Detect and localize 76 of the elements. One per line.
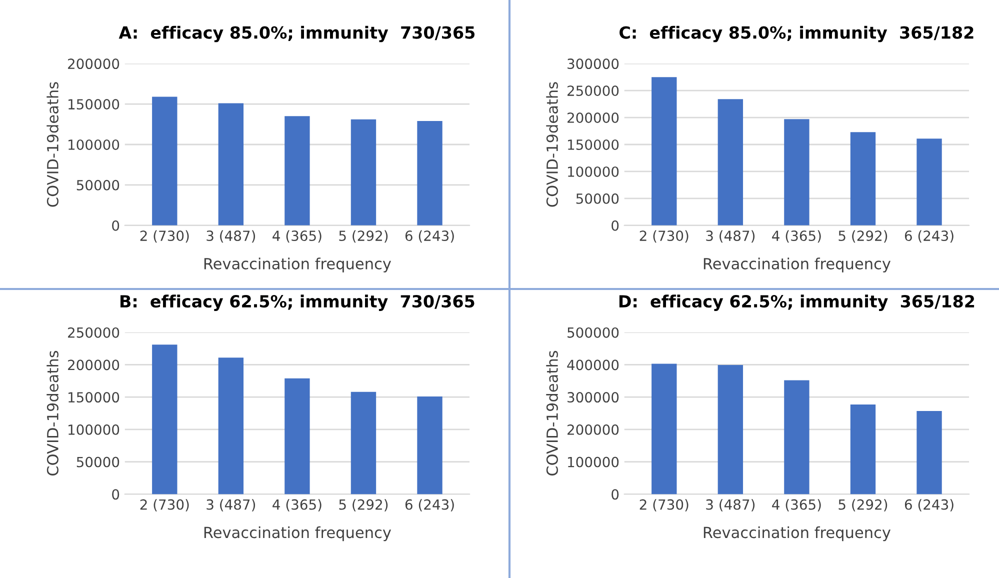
y-tick-label: 300000 — [568, 392, 619, 403]
bar — [850, 404, 876, 494]
bar — [218, 358, 244, 494]
y-tick-label: 50000 — [76, 180, 120, 190]
x-tick-label: 4 (365) — [772, 230, 821, 243]
y-tick-label: 300000 — [568, 58, 619, 70]
x-tick-label: 4 (365) — [272, 499, 322, 512]
bar — [218, 103, 244, 226]
y-tick-label: 100000 — [68, 424, 120, 435]
bar — [718, 365, 744, 494]
y-tick-label: 0 — [112, 220, 120, 231]
x-tick-label: 6 (243) — [904, 499, 954, 512]
y-tick-label: 50000 — [576, 193, 619, 204]
x-tick-label: 5 (292) — [838, 499, 888, 512]
bar — [718, 99, 744, 226]
x-axis-title: Revaccination frequency — [204, 258, 392, 272]
y-tick-label: 200000 — [68, 58, 120, 70]
y-tick-label: 50000 — [76, 456, 120, 468]
x-tick-label: 2 (730) — [640, 499, 688, 512]
y-tick-label: 100000 — [568, 166, 619, 177]
x-tick-label: 3 (487) — [706, 499, 755, 512]
bar — [152, 344, 178, 494]
x-tick-label: 5 (292) — [838, 230, 888, 243]
bar — [784, 380, 810, 494]
x-tick-label: 3 (487) — [206, 499, 256, 512]
x-axis-title: Revaccination frequency — [204, 526, 392, 542]
x-tick-label: 3 (487) — [706, 230, 755, 243]
y-tick-label: 400000 — [567, 360, 619, 370]
y-tick-label: 500000 — [568, 327, 619, 338]
y-tick-label: 250000 — [68, 327, 120, 338]
x-tick-label: 4 (365) — [272, 230, 322, 243]
bar — [350, 392, 376, 494]
y-tick-label: 0 — [112, 489, 120, 500]
y-axis-title: COVID-19deaths — [546, 350, 558, 476]
bar — [152, 96, 178, 226]
x-tick-label: 6 (243) — [405, 499, 454, 512]
bar — [916, 138, 942, 226]
chart-title: A: efficacy 85.0%; immunity 730/365 — [118, 26, 475, 42]
bar — [652, 77, 677, 226]
x-axis-title: Revaccination frequency — [704, 526, 891, 542]
bar — [284, 116, 310, 226]
bar — [784, 119, 810, 226]
bar — [350, 119, 376, 226]
bar — [417, 121, 442, 226]
y-tick-label: 150000 — [568, 139, 619, 150]
y-axis-title: COVID-19deaths — [46, 82, 58, 207]
x-axis-title: Revaccination frequency — [704, 258, 891, 272]
chart-title: C: efficacy 85.0%; immunity 365/182 — [620, 26, 974, 42]
y-axis-title: COVID-19deaths — [546, 82, 558, 207]
y-tick-label: 0 — [612, 220, 619, 231]
bar — [916, 411, 942, 494]
x-tick-label: 6 (243) — [405, 230, 454, 243]
x-tick-label: 2 (730) — [140, 230, 189, 243]
x-tick-label: 5 (292) — [339, 499, 388, 512]
y-tick-label: 150000 — [68, 392, 120, 403]
bar — [417, 396, 442, 494]
y-tick-label: 100000 — [568, 456, 619, 468]
bar — [850, 132, 876, 226]
x-tick-label: 4 (365) — [772, 499, 821, 512]
y-tick-label: 150000 — [68, 99, 120, 110]
y-tick-label: 200000 — [568, 112, 619, 123]
x-tick-label: 6 (243) — [904, 230, 954, 243]
y-tick-label: 100000 — [68, 139, 120, 150]
x-tick-label: 2 (730) — [640, 230, 688, 243]
x-tick-label: 2 (730) — [140, 499, 189, 512]
y-axis-title: COVID-19deaths — [46, 350, 58, 476]
chart-title: D: efficacy 62.5%; immunity 365/182 — [619, 294, 974, 311]
y-tick-label: 0 — [612, 489, 619, 500]
y-tick-label: 200000 — [68, 360, 120, 370]
bar — [652, 364, 677, 494]
x-tick-label: 5 (292) — [339, 230, 388, 243]
chart-title: B: efficacy 62.5%; immunity 730/365 — [120, 294, 474, 311]
y-tick-label: 200000 — [568, 424, 619, 435]
y-tick-label: 250000 — [568, 86, 619, 96]
x-tick-label: 3 (487) — [206, 230, 256, 243]
bar — [284, 378, 310, 494]
